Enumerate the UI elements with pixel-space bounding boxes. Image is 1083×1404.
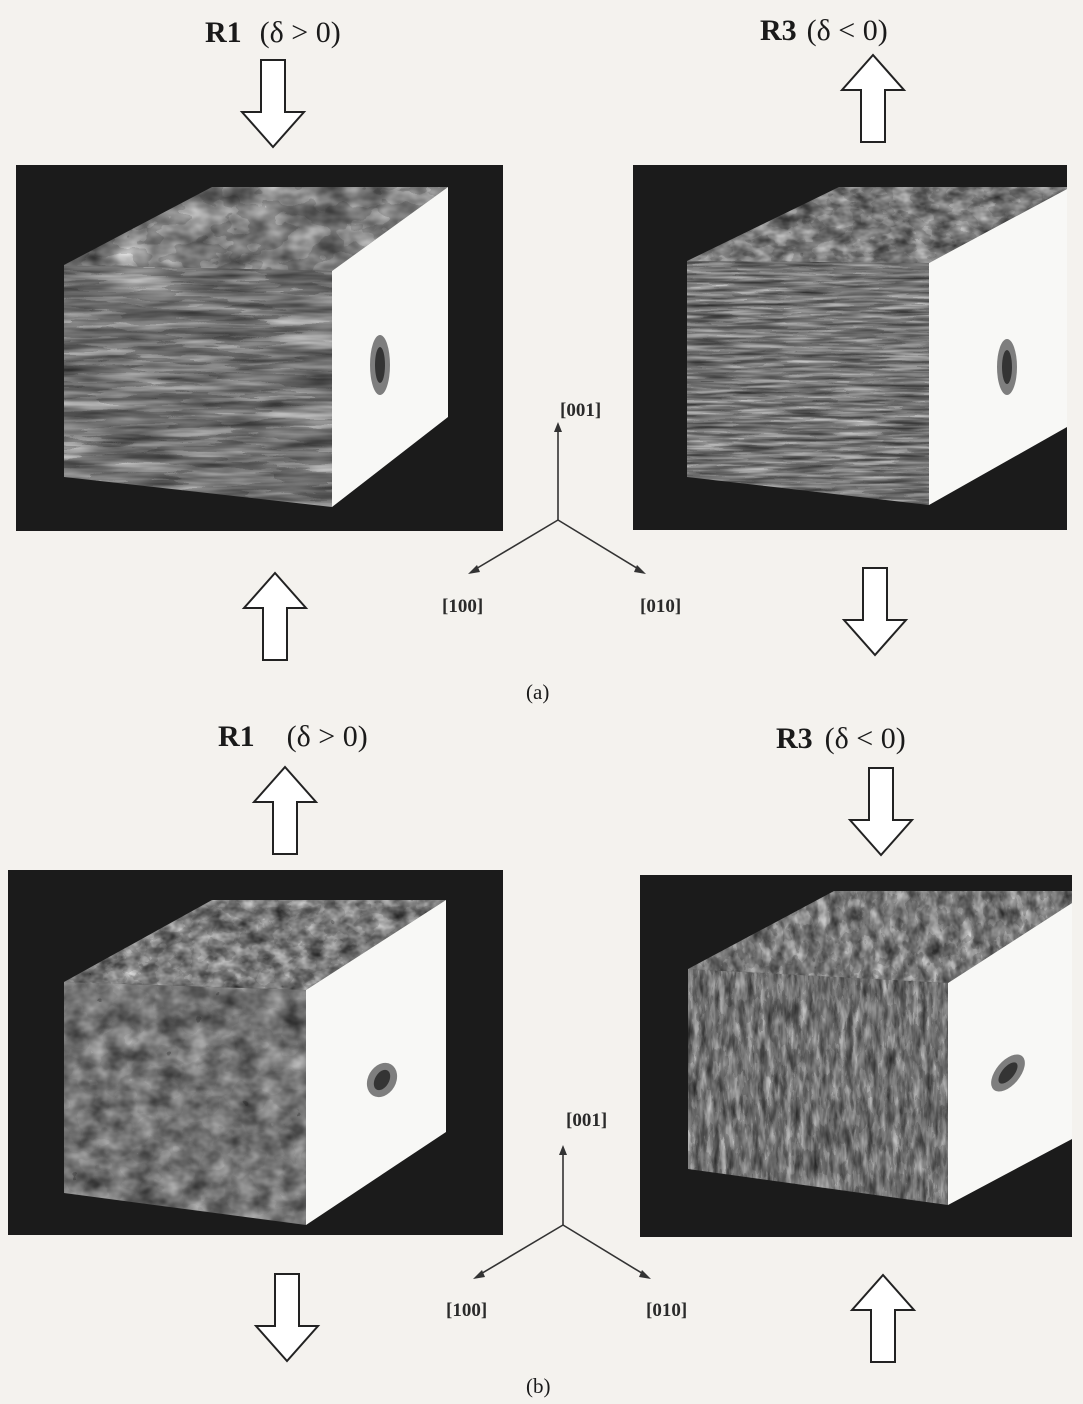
axis-label-y: [010] bbox=[646, 1300, 688, 1321]
label-b-left: R1 (δ > 0) bbox=[218, 720, 368, 754]
crystal-axes-b bbox=[465, 1125, 665, 1285]
label-a-right: R3 (δ < 0) bbox=[760, 14, 888, 48]
condition-label: (δ < 0) bbox=[806, 14, 888, 47]
arrow-up-icon bbox=[250, 764, 320, 856]
region-label: R3 bbox=[760, 14, 797, 47]
condition-label: (δ > 0) bbox=[286, 720, 368, 753]
caption-a: (a) bbox=[526, 680, 550, 704]
microstructure-cube bbox=[64, 900, 446, 1225]
arrow-up-icon bbox=[240, 570, 310, 662]
axis-label-z: [001] bbox=[566, 1110, 608, 1131]
arrow-down-icon bbox=[238, 58, 308, 150]
condition-label: (δ > 0) bbox=[259, 16, 341, 49]
caption-b: (b) bbox=[526, 1374, 551, 1398]
arrow-down-icon bbox=[840, 566, 910, 658]
condition-label: (δ < 0) bbox=[824, 722, 906, 755]
axis-label-x: [100] bbox=[446, 1300, 488, 1321]
label-b-right: R3 (δ < 0) bbox=[776, 722, 906, 756]
cube-panel-b-right bbox=[640, 875, 1072, 1237]
region-label: R1 bbox=[205, 16, 242, 49]
region-label: R1 bbox=[218, 720, 255, 753]
microstructure-cube bbox=[687, 187, 1067, 505]
region-label: R3 bbox=[776, 722, 813, 755]
axis-label-z: [001] bbox=[560, 400, 602, 421]
cube-panel-a-right bbox=[633, 165, 1067, 530]
axis-label-y: [010] bbox=[640, 596, 682, 617]
crystal-axes-a bbox=[460, 420, 660, 580]
cube-panel-a-left bbox=[16, 165, 503, 531]
arrow-down-icon bbox=[846, 766, 916, 858]
microstructure-cube bbox=[64, 187, 448, 507]
arrow-down-icon bbox=[252, 1272, 322, 1364]
microstructure-cube bbox=[688, 891, 1072, 1205]
arrow-up-icon bbox=[848, 1272, 918, 1364]
label-a-left: R1 (δ > 0) bbox=[205, 16, 341, 50]
arrow-up-icon bbox=[838, 52, 908, 144]
cube-panel-b-left bbox=[8, 870, 503, 1235]
axis-label-x: [100] bbox=[442, 596, 484, 617]
